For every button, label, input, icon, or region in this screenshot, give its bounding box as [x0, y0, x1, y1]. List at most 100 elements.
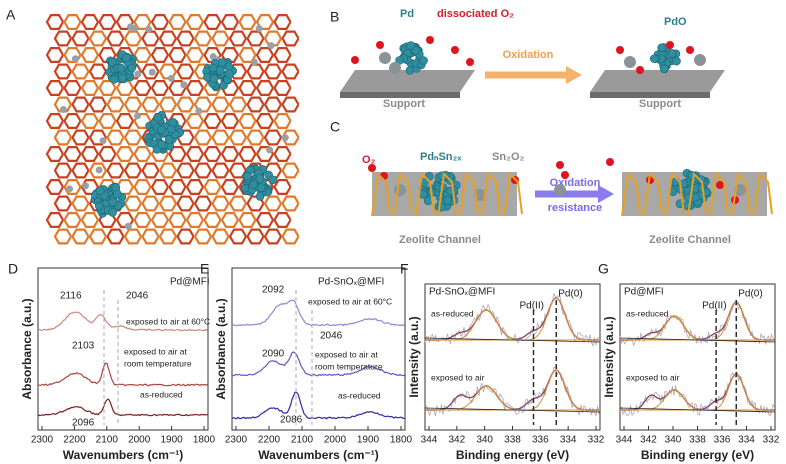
x-tick-label: 342 [640, 435, 657, 446]
annotation: exposed to air at 60°C [126, 316, 210, 326]
x-axis-label: Binding energy (eV) [456, 448, 569, 462]
peak-label: Pd(II) [520, 301, 544, 312]
curve [37, 311, 208, 332]
pd-atom [667, 49, 677, 58]
ring [246, 129, 265, 146]
sn-atom [266, 146, 274, 154]
ring [88, 30, 107, 47]
sn-atom [167, 74, 175, 82]
y-axis-label: Intensity (a.u.) [602, 316, 616, 397]
framework [731, 171, 751, 217]
ring [255, 14, 274, 30]
ring [211, 228, 230, 245]
ring [150, 179, 169, 195]
ring [158, 195, 177, 212]
ring [193, 129, 212, 146]
pd-atom [696, 175, 706, 184]
pd-atom [240, 183, 250, 193]
ring [273, 113, 292, 129]
ring [63, 212, 82, 228]
pd-atom [108, 208, 117, 217]
curve [619, 301, 775, 347]
ring [106, 228, 125, 245]
ring [71, 96, 90, 113]
label: Zeolite Channel [399, 234, 481, 246]
framework [687, 171, 707, 217]
ring [228, 195, 247, 212]
y-axis-label: Intensity (a.u.) [407, 316, 421, 397]
support-slab [590, 70, 725, 92]
ring [211, 129, 230, 146]
ring [168, 80, 187, 96]
sn-atom [134, 70, 142, 78]
ring [168, 179, 187, 195]
ring [238, 146, 257, 162]
framework [665, 171, 685, 217]
ring [281, 63, 300, 80]
x-tick-label: 334 [738, 435, 755, 446]
ring [168, 47, 187, 63]
ring [45, 212, 64, 228]
ring [158, 30, 177, 47]
label: Support [383, 98, 425, 110]
ring [228, 228, 247, 245]
framework [481, 171, 501, 217]
support-edge [590, 92, 710, 98]
o-atom [426, 36, 434, 44]
curve [425, 297, 599, 341]
ring [185, 179, 204, 195]
baseline [424, 337, 601, 343]
ring [133, 80, 152, 96]
ring [123, 129, 142, 146]
x-axis-label: Wavenumbers (cm⁻¹) [258, 448, 379, 462]
ring [123, 228, 142, 245]
x-tick-label: 344 [616, 435, 633, 446]
ring [193, 96, 212, 113]
pd-atom [419, 56, 428, 65]
pd-atom [243, 171, 252, 181]
ring [203, 113, 222, 129]
baseline [424, 407, 601, 413]
ring [123, 162, 142, 179]
x-tick-label: 1800 [390, 435, 413, 446]
ring [185, 146, 204, 162]
ring [203, 179, 222, 195]
ring [141, 162, 160, 179]
pd-atom [94, 201, 104, 211]
panel-letter: B [330, 9, 339, 25]
x-tick-label: 2100 [96, 435, 119, 446]
ring [176, 162, 195, 179]
ring [281, 30, 300, 47]
curve [37, 398, 208, 417]
ring [88, 129, 107, 146]
framework [415, 171, 435, 217]
o-atom [666, 41, 674, 49]
support-edge [340, 92, 460, 98]
ring [98, 14, 117, 30]
sn-atom [694, 54, 706, 66]
pd-atom [157, 140, 167, 149]
ring [133, 146, 152, 162]
label: Support [639, 98, 681, 110]
ring [228, 162, 247, 179]
peak-label: Pd(II) [702, 301, 726, 312]
ring [115, 146, 134, 162]
annotation: 2116 [60, 291, 82, 302]
ring [80, 146, 99, 162]
ring [228, 96, 247, 113]
ring [98, 113, 117, 129]
ring [273, 212, 292, 228]
pd-atom [649, 54, 659, 63]
annotation: room temperature [124, 358, 192, 368]
ring [176, 96, 195, 113]
ring [203, 212, 222, 228]
curve [232, 351, 405, 377]
x-tick-label: 2000 [128, 435, 151, 446]
o-atom [556, 161, 564, 169]
pd-atom [215, 66, 225, 75]
o-atom [686, 46, 694, 54]
pd-atom [657, 43, 666, 53]
ring [123, 96, 142, 113]
x-tick-label: 2300 [31, 435, 54, 446]
